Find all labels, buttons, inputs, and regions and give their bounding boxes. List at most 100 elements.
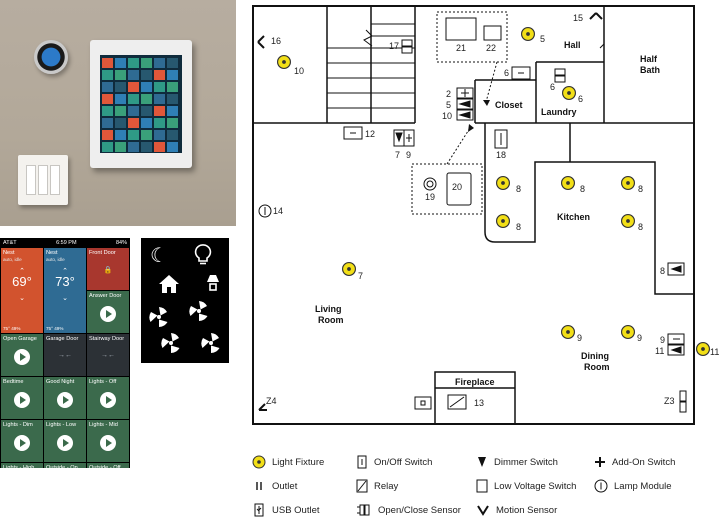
- tablet-tile: [102, 106, 113, 116]
- tile-label: Nest: [46, 250, 58, 256]
- device-number: 11: [655, 346, 664, 356]
- chevron-up-icon[interactable]: ⌃: [19, 268, 25, 275]
- tablet-tile: [167, 82, 178, 92]
- fan-icon[interactable]: [159, 332, 183, 358]
- light-fixture: [561, 325, 575, 339]
- tablet-tile: [167, 118, 178, 128]
- usb-outlet-icon: [254, 503, 264, 517]
- tile-outside-on[interactable]: Outside - On: [44, 463, 86, 468]
- play-icon: [14, 392, 30, 409]
- device-number: 5: [540, 34, 545, 44]
- tablet-tile: [128, 130, 139, 140]
- device-number: 6: [504, 68, 509, 78]
- chevron-down-icon[interactable]: ⌄: [62, 295, 68, 302]
- rocker-switch: [38, 165, 48, 195]
- tile-label: Good Night: [46, 379, 75, 385]
- room-label-living: Living: [315, 304, 342, 314]
- legend-open-close-sensor: Open/Close Sensor: [356, 503, 461, 517]
- tablet-tile: [128, 70, 139, 80]
- tile-label: Nest: [3, 250, 15, 256]
- light-fixture: [496, 176, 510, 190]
- tile-good-night[interactable]: Good Night: [44, 377, 86, 419]
- home-icon[interactable]: [157, 274, 181, 298]
- device-number: 12: [365, 129, 375, 139]
- tile-front-door[interactable]: Front Door 🔒: [87, 248, 129, 290]
- tile-lights-low[interactable]: Lights - Low: [44, 420, 86, 462]
- legend-relay: Relay: [356, 479, 398, 493]
- device-number: 7: [395, 150, 400, 160]
- tile-label: Bedtime: [3, 379, 24, 385]
- light-fixture: [277, 55, 291, 69]
- scene-icon-panel: ☾: [141, 238, 229, 363]
- tile-lights-mid[interactable]: Lights - Mid: [87, 420, 129, 462]
- tablet-tile: [102, 142, 113, 152]
- tile-bedtime[interactable]: Bedtime: [1, 377, 43, 419]
- play-icon: [100, 435, 116, 452]
- tablet-tile: [115, 70, 126, 80]
- light-fixture: [342, 262, 356, 276]
- tablet-tile: [115, 130, 126, 140]
- tile-lights-off[interactable]: Lights - Off: [87, 377, 129, 419]
- tile-label: Garage Door: [46, 336, 79, 342]
- device-number: 5: [446, 100, 451, 110]
- room-label-bath: Bath: [640, 65, 660, 75]
- tile-nest[interactable]: Nest auto, idle ⌃ 69° ⌄ 75° 49%: [1, 248, 43, 333]
- device-number: 2: [446, 89, 451, 99]
- phone-app-screen: AT&T 6:59 PM 84% Nest auto, idle ⌃ 69° ⌄ 75° …: [0, 238, 130, 468]
- tablet-screen-image: [100, 55, 182, 153]
- chevron-down-icon[interactable]: ⌄: [19, 295, 25, 302]
- room-label-dining-room: Room: [584, 362, 610, 372]
- tablet-tile: [128, 82, 139, 92]
- thermostat-readout: 75° 49%: [3, 326, 21, 331]
- light-fixture: [562, 86, 576, 100]
- tile-lights-high[interactable]: Lights - High: [1, 463, 43, 468]
- bulb-icon[interactable]: [191, 244, 215, 270]
- device-number: 9: [660, 335, 665, 345]
- tablet-tile: [128, 142, 139, 152]
- legend-usb-outlet: USB Outlet: [252, 503, 320, 517]
- rocker-switch: [50, 165, 60, 195]
- thermostat-readout: 75° 49%: [46, 326, 64, 331]
- device-number: 9: [637, 333, 642, 343]
- tile-answer-door[interactable]: Answer Door: [87, 291, 129, 333]
- lamp-icon[interactable]: [201, 272, 225, 298]
- legend-lamp-module: Lamp Module: [594, 479, 672, 493]
- play-icon: [57, 435, 73, 452]
- chevron-up-icon[interactable]: ⌃: [62, 268, 68, 275]
- tile-garage-door[interactable]: Garage Door →←: [44, 334, 86, 376]
- tile-lights-dim[interactable]: Lights - Dim: [1, 420, 43, 462]
- fan-icon[interactable]: [187, 300, 211, 326]
- zone-label: Z3: [664, 396, 675, 406]
- tablet-tile: [115, 118, 126, 128]
- tablet-tile: [154, 106, 165, 116]
- rocker-switch: [26, 165, 36, 195]
- light-fixture-icon: [252, 455, 266, 469]
- tile-stairway-door[interactable]: Stairway Door →←: [87, 334, 129, 376]
- moon-icon[interactable]: ☾: [150, 245, 168, 267]
- device-number: 17: [389, 41, 399, 51]
- legend-add-on-switch: Add-On Switch: [594, 455, 675, 469]
- tile-nest[interactable]: Nest auto, idle ⌃ 73° ⌄ 75° 49%: [44, 248, 86, 333]
- tablet-tile: [141, 106, 152, 116]
- tablet-tile: [115, 106, 126, 116]
- device-number: 19: [425, 192, 435, 202]
- device-number: 8: [660, 266, 665, 276]
- relay-icon: [356, 479, 368, 493]
- tablet-tile: [115, 58, 126, 68]
- tablet-tile: [154, 70, 165, 80]
- tile-outside-off[interactable]: Outside - Off: [87, 463, 129, 468]
- device-number: 15: [573, 13, 583, 23]
- tablet-tile: [167, 58, 178, 68]
- fan-icon[interactable]: [147, 306, 171, 332]
- tile-open-garage[interactable]: Open Garage: [1, 334, 43, 376]
- tablet-tile: [167, 70, 178, 80]
- light-fixture: [496, 214, 510, 228]
- clock-label: 6:59 PM: [56, 240, 77, 246]
- device-number: 8: [580, 184, 585, 194]
- tablet-tile: [115, 82, 126, 92]
- tablet-tile: [102, 118, 113, 128]
- tablet-tile: [115, 94, 126, 104]
- floor-plan: Hall Half Bath Closet Laundry Kitchen Li…: [252, 5, 719, 425]
- light-fixture: [696, 342, 710, 356]
- fan-icon[interactable]: [199, 332, 223, 358]
